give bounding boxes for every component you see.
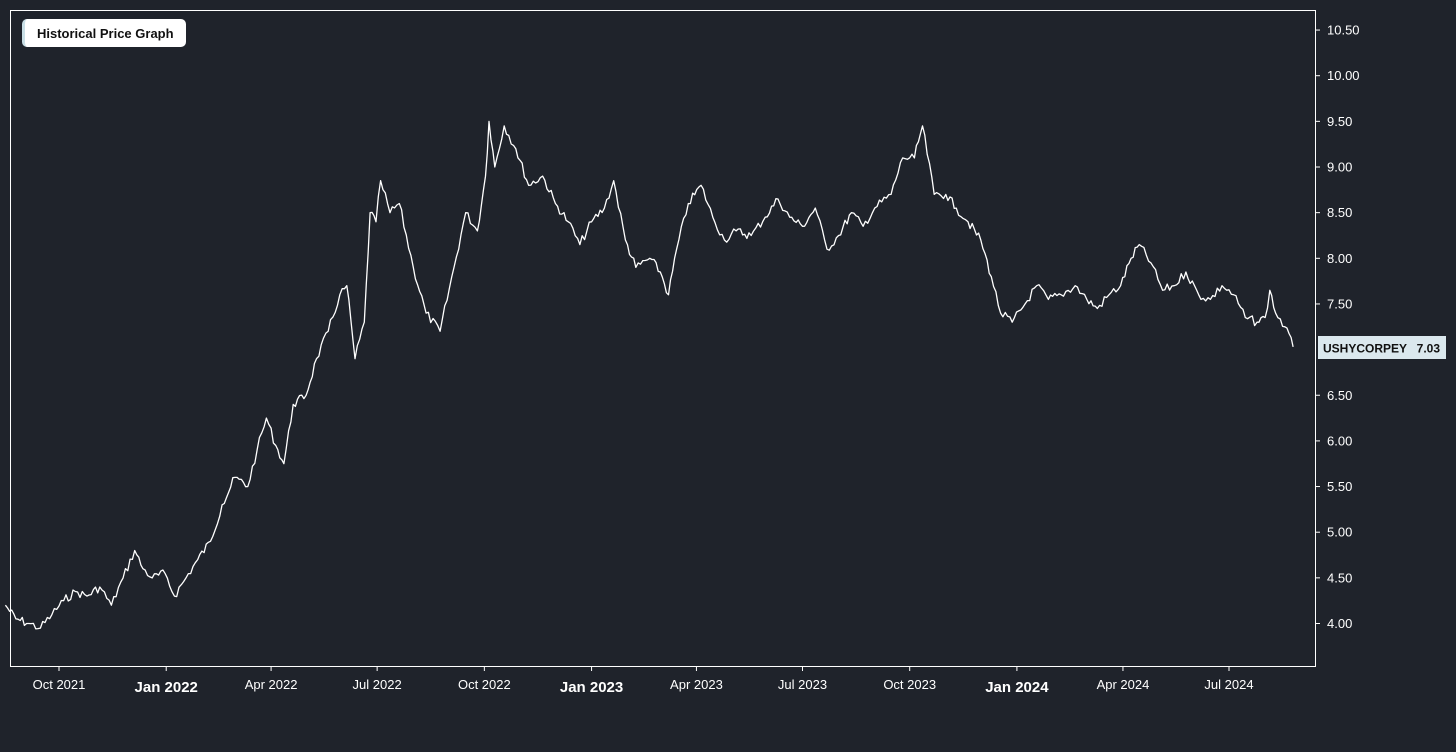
x-tick-label: Jul 2022 [353,677,402,692]
y-tick-label: 6.00 [1327,433,1352,448]
y-tick-label: 4.00 [1327,616,1352,631]
last-value-series-name: USHYCORPEY [1323,342,1407,356]
y-axis: 4.00 4.50 5.00 5.50 6.00 6.50 7.50 8.00 8.50 9.00… [1315,23,1360,631]
series-layer [4,120,1294,630]
y-tick-label: 6.50 [1327,388,1352,403]
x-tick-label: Oct 2021 [33,677,86,692]
last-value-badge-bg [1318,336,1446,359]
y-tick-label: 9.00 [1327,160,1352,175]
y-tick-label: 5.00 [1327,525,1352,540]
x-tick-label: Oct 2023 [883,677,936,692]
y-tick-label: 9.50 [1327,114,1352,129]
x-tick-label: Jan 2024 [985,679,1049,696]
y-tick-label: 10.00 [1327,68,1360,83]
y-tick-label: 5.50 [1327,479,1352,494]
y-tick-label: 8.00 [1327,251,1352,266]
y-tick-label: 8.50 [1327,205,1352,220]
x-tick-label: Jan 2022 [135,679,198,696]
x-tick-label: Jan 2023 [560,679,623,696]
last-value-badge: USHYCORPEY 7.03 [1318,336,1446,359]
chart-title: Historical Price Graph [22,19,186,47]
x-tick-label: Apr 2023 [670,677,723,692]
x-tick-label: Jul 2024 [1204,677,1253,692]
y-tick-label: 7.50 [1327,296,1352,311]
x-axis: Oct 2021 Jan 2022 Apr 2022 Jul 2022 Oct 2022… [33,666,1254,696]
plot-frame [10,10,1316,667]
last-value-number: 7.03 [1417,342,1441,356]
x-tick-label: Jul 2023 [778,677,827,692]
series-line-ushycorpey [4,120,1294,630]
y-tick-label: 10.50 [1327,23,1360,38]
y-tick-label: 4.50 [1327,570,1352,585]
x-tick-label: Apr 2024 [1097,677,1150,692]
x-tick-label: Oct 2022 [458,677,511,692]
x-tick-label: Apr 2022 [245,677,298,692]
